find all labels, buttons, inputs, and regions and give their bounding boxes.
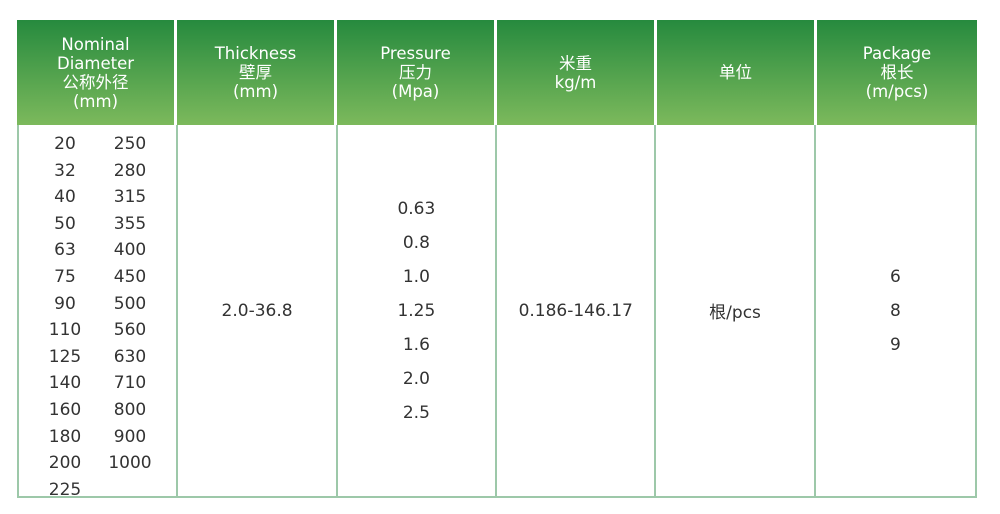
package-cell: 6 8 9 (816, 125, 975, 496)
diameter-value: 20 (54, 134, 76, 154)
header-cell: 米重 kg/m (497, 20, 657, 125)
pressure-value: 0.8 (402, 232, 430, 253)
spec-table: Nominal Diameter 公称外径 (mm) Thickness 壁厚 (mm) Pr… (17, 20, 977, 500)
header-line: 单位 (719, 63, 752, 82)
diameter-value: 710 (113, 373, 147, 394)
pressure-cell: 0.63 0.8 1.0 1.25 1.6 2.0 2.5 (338, 125, 498, 496)
header-line: (mm) (232, 82, 279, 101)
diameter-value: 75 (54, 266, 76, 287)
pressure-value: 1.25 (397, 300, 436, 321)
diameter-value: 800 (113, 399, 147, 420)
diameter-value: 500 (113, 293, 147, 314)
diameter-value: 140 (48, 373, 82, 394)
diameter-value: 560 (113, 320, 147, 341)
diameter-value: 400 (113, 240, 147, 261)
header-line: (mm) (72, 91, 119, 111)
diameter-value: 315 (113, 187, 147, 208)
header-line: 壁厚 (239, 63, 272, 82)
diameter-value: 900 (113, 426, 147, 447)
header-line: Nominal (61, 34, 130, 54)
pressure-value: 2.5 (402, 402, 430, 423)
header-cell: 单位 (657, 20, 817, 125)
header-line: Package (862, 44, 932, 63)
unit-value: 根/pcs (709, 303, 761, 323)
header-line: Diameter (56, 53, 135, 73)
diameter-value: 225 (48, 479, 82, 500)
table-header: Nominal Diameter 公称外径 (mm) Thickness 壁厚 (mm) Pr… (17, 20, 977, 125)
header-line: Pressure (380, 44, 451, 63)
header-line: 米重 (559, 53, 592, 73)
header-line: Thickness (214, 44, 297, 63)
unit-cell: 根/pcs (656, 125, 816, 496)
header-line: 压力 (399, 63, 432, 82)
header-line: kg/m (554, 72, 597, 92)
package-value: 9 (889, 334, 901, 355)
pressure-value: 0.63 (397, 198, 436, 219)
weight-cell: 0.186-146.17 (497, 125, 657, 496)
diameter-value: 200 (48, 453, 82, 474)
diameter-value: 125 (48, 346, 82, 367)
diameter-value: 40 (54, 187, 76, 208)
diameter-value: 160 (48, 399, 82, 420)
diameter-value: 280 (113, 160, 147, 181)
diameter-value: 180 (48, 426, 82, 447)
thickness-value: 2.0-36.8 (221, 300, 293, 321)
header-line: (m/pcs) (865, 82, 929, 101)
weight-value: 0.186-146.17 (518, 300, 633, 321)
diameter-value: 355 (113, 213, 147, 234)
diameter-value: 63 (54, 240, 76, 261)
diameter-value: 90 (54, 293, 76, 314)
diameter-value: 250 (113, 134, 147, 154)
table-body: 20 250 32 280 40 315 50 355 63 400 75 450 90 500 110 56… (17, 125, 977, 500)
header-line: (Mpa) (391, 82, 440, 101)
header-cell: Package 根长 (m/pcs) (817, 20, 977, 125)
pressure-value: 1.6 (402, 334, 430, 355)
package-value: 8 (889, 300, 901, 321)
header-line: 根长 (880, 63, 914, 82)
diameter-value: 1000 (108, 453, 152, 474)
diameter-value: 450 (113, 266, 147, 287)
diameter-value: 32 (54, 160, 76, 181)
package-value: 6 (889, 266, 901, 287)
diameter-value: 50 (54, 213, 76, 234)
header-cell: Pressure 压力 (Mpa) (337, 20, 497, 125)
header-cell: Thickness 壁厚 (mm) (177, 20, 337, 125)
diameter-value: 110 (48, 320, 82, 341)
thickness-cell: 2.0-36.8 (178, 125, 338, 496)
pressure-value: 1.0 (402, 266, 430, 287)
pressure-value: 2.0 (402, 368, 430, 389)
diameter-cell: 20 250 32 280 40 315 50 355 63 400 75 450 90 500 110 56… (19, 125, 179, 500)
header-cell: Nominal Diameter 公称外径 (mm) (17, 20, 177, 125)
diameter-value: 630 (113, 346, 147, 367)
header-line: 公称外径 (62, 72, 129, 92)
